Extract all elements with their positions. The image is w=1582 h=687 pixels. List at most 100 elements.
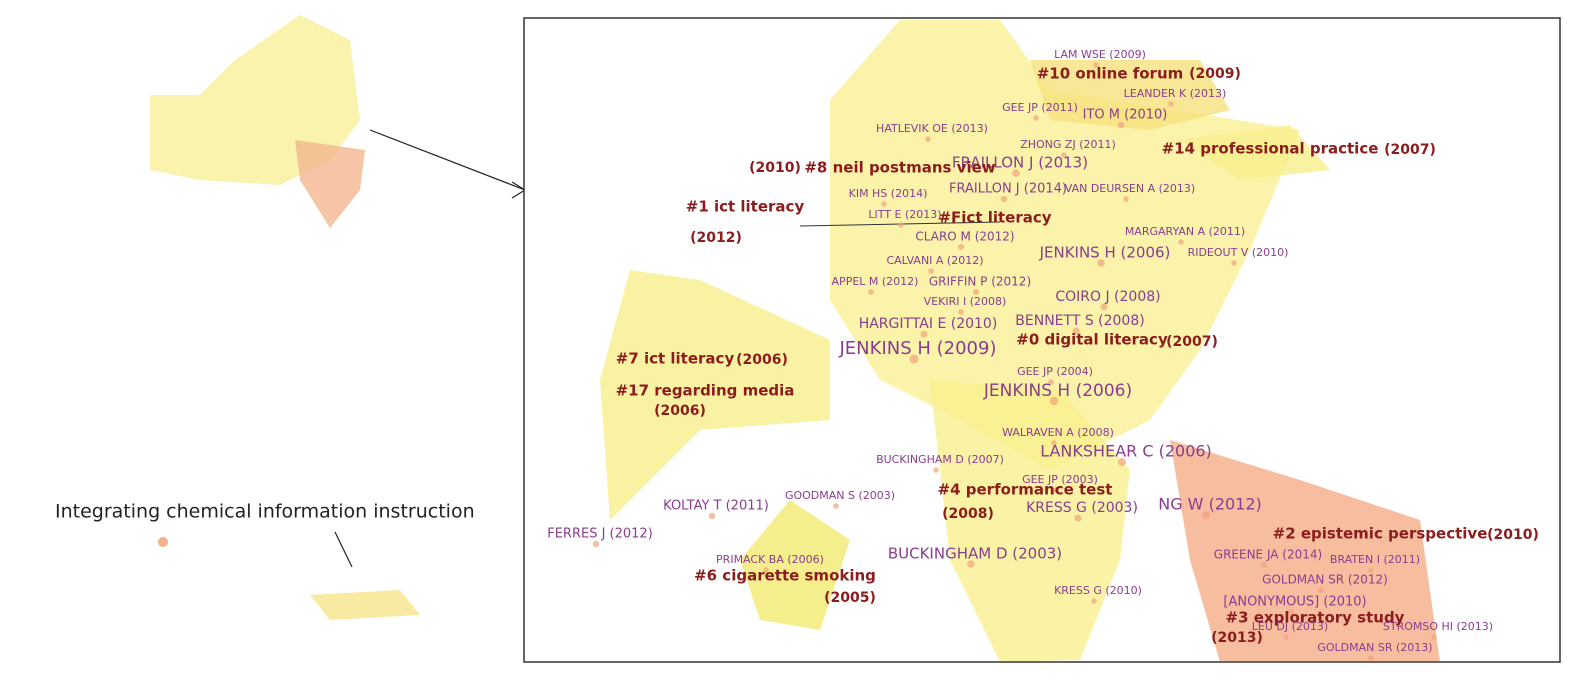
node-dot <box>1074 514 1082 522</box>
node-label: GOLDMAN SR (2013) <box>1317 641 1432 654</box>
node-label: LEANDER K (2013) <box>1124 87 1227 100</box>
node-label: LANKSHEAR C (2006) <box>1040 442 1212 461</box>
node-dot <box>1061 152 1067 158</box>
node-label: RIDEOUT V (2010) <box>1188 246 1289 259</box>
cluster-year: (2007) <box>1384 142 1436 158</box>
cluster-label: #Fict literacy <box>938 209 1051 227</box>
cluster-label: #8 neil postmans view <box>804 159 995 177</box>
arrow-head <box>511 181 527 199</box>
node-label: GOLDMAN SR (2012) <box>1262 573 1388 587</box>
node-dot <box>925 136 931 142</box>
node-dot <box>1091 598 1097 604</box>
node-label: ITO M (2010) <box>1083 108 1168 123</box>
cluster-label: #14 professional practice <box>1162 140 1379 158</box>
node-label: GEE JP (2003) <box>1022 473 1098 486</box>
node-label: WALRAVEN A (2008) <box>1002 426 1114 439</box>
node-label: LAM WSE (2009) <box>1054 48 1146 61</box>
node-dot <box>1100 303 1108 311</box>
cluster-hulls <box>600 20 1440 661</box>
node-label: BENNETT S (2008) <box>1015 313 1144 329</box>
node-dot <box>1093 62 1099 68</box>
node-label: MARGARYAN A (2011) <box>1125 225 1245 238</box>
node-label: GREENE JA (2014) <box>1214 548 1322 562</box>
node-dot <box>909 354 919 364</box>
node-label: KIM HS (2014) <box>849 187 928 200</box>
cluster-label: #1 ict literacy <box>686 198 805 216</box>
cluster-year: (2009) <box>1189 66 1241 82</box>
cluster-label: #17 regarding media <box>616 382 795 400</box>
node-label: LITT E (2013) <box>868 208 941 221</box>
node-dot <box>920 330 928 338</box>
node-dot <box>1287 608 1295 616</box>
node-dot <box>898 222 904 228</box>
node-label: GRIFFIN P (2012) <box>929 275 1031 289</box>
node-dot <box>1000 195 1008 203</box>
node-label: HATLEVIK OE (2013) <box>876 122 988 135</box>
node-dot <box>1318 587 1324 593</box>
cluster-year: (2012) <box>690 230 742 246</box>
overview-map <box>150 15 420 620</box>
node-dot <box>1202 511 1210 519</box>
node-dot <box>1117 121 1125 129</box>
node-dot <box>958 244 964 250</box>
annotation-line <box>334 531 353 568</box>
node-dot <box>1231 260 1237 266</box>
node-dot <box>1048 379 1054 385</box>
node-dot <box>763 567 769 573</box>
cluster-year: (2010) <box>1487 527 1539 543</box>
node-dot <box>1012 169 1020 177</box>
arrow <box>369 129 526 191</box>
node-label: FRAILLON J (2014) <box>949 182 1067 197</box>
node-dot <box>973 289 979 295</box>
node-dot <box>1053 487 1059 493</box>
node-dot <box>1368 567 1374 573</box>
node-label: KRESS G (2010) <box>1054 584 1142 597</box>
node-dot <box>1431 634 1437 640</box>
cluster-year: (2006) <box>736 352 788 368</box>
cluster-year: (2008) <box>942 506 994 522</box>
node-dot <box>1049 396 1059 406</box>
cluster-year: (2013) <box>1211 630 1263 646</box>
node-dot <box>1261 562 1267 568</box>
node-label: CALVANI A (2012) <box>886 254 983 267</box>
node-label: NG W (2012) <box>1158 495 1262 514</box>
cluster-label: #6 cigarette smoking <box>694 567 876 585</box>
cluster-year: (2007) <box>1166 334 1218 350</box>
cluster-label: #3 exploratory study <box>1226 609 1405 627</box>
node-label: PRIMACK BA (2006) <box>716 553 824 566</box>
node-dot <box>958 309 964 315</box>
node-dot <box>1072 327 1080 335</box>
cluster-year: (2006) <box>654 403 706 419</box>
node-label: FRAILLON J (2013) <box>952 154 1088 172</box>
cluster-label: #0 digital literacy <box>1016 331 1168 349</box>
node-label: GOODMAN S (2003) <box>785 489 895 502</box>
node-dot <box>1033 115 1039 121</box>
node-dot <box>967 560 975 568</box>
node-dot <box>1168 101 1174 107</box>
node-label: CLARO M (2012) <box>915 230 1014 244</box>
node-label: JENKINS H (2006) <box>1039 244 1171 262</box>
node-label: KOLTAY T (2011) <box>663 499 769 514</box>
node-dot <box>1283 634 1289 640</box>
node-dot <box>1178 239 1184 245</box>
node-dot <box>1051 440 1057 446</box>
node-label: COIRO J (2008) <box>1055 289 1160 305</box>
cluster-year: (2005) <box>824 590 876 606</box>
cluster-label: #2 epistemic perspective <box>1273 525 1488 543</box>
cluster-label: #7 ict literacy <box>616 350 735 368</box>
node-label: APPEL M (2012) <box>832 275 919 288</box>
node-dot <box>1368 655 1374 661</box>
node-label: LEU DJ (2013) <box>1252 620 1328 633</box>
node-label: VAN DEURSEN A (2013) <box>1065 182 1195 195</box>
node-label: JENKINS H (2006) <box>983 381 1132 401</box>
node-dot <box>1118 458 1126 466</box>
node-dot <box>833 503 839 509</box>
node-dot <box>881 201 887 207</box>
node-label: BRATEN I (2011) <box>1330 553 1420 566</box>
node-label: VEKIRI I (2008) <box>924 295 1007 308</box>
node-dot <box>868 289 874 295</box>
node-label: STROMSO HI (2013) <box>1383 620 1493 633</box>
node-dot <box>928 268 934 274</box>
